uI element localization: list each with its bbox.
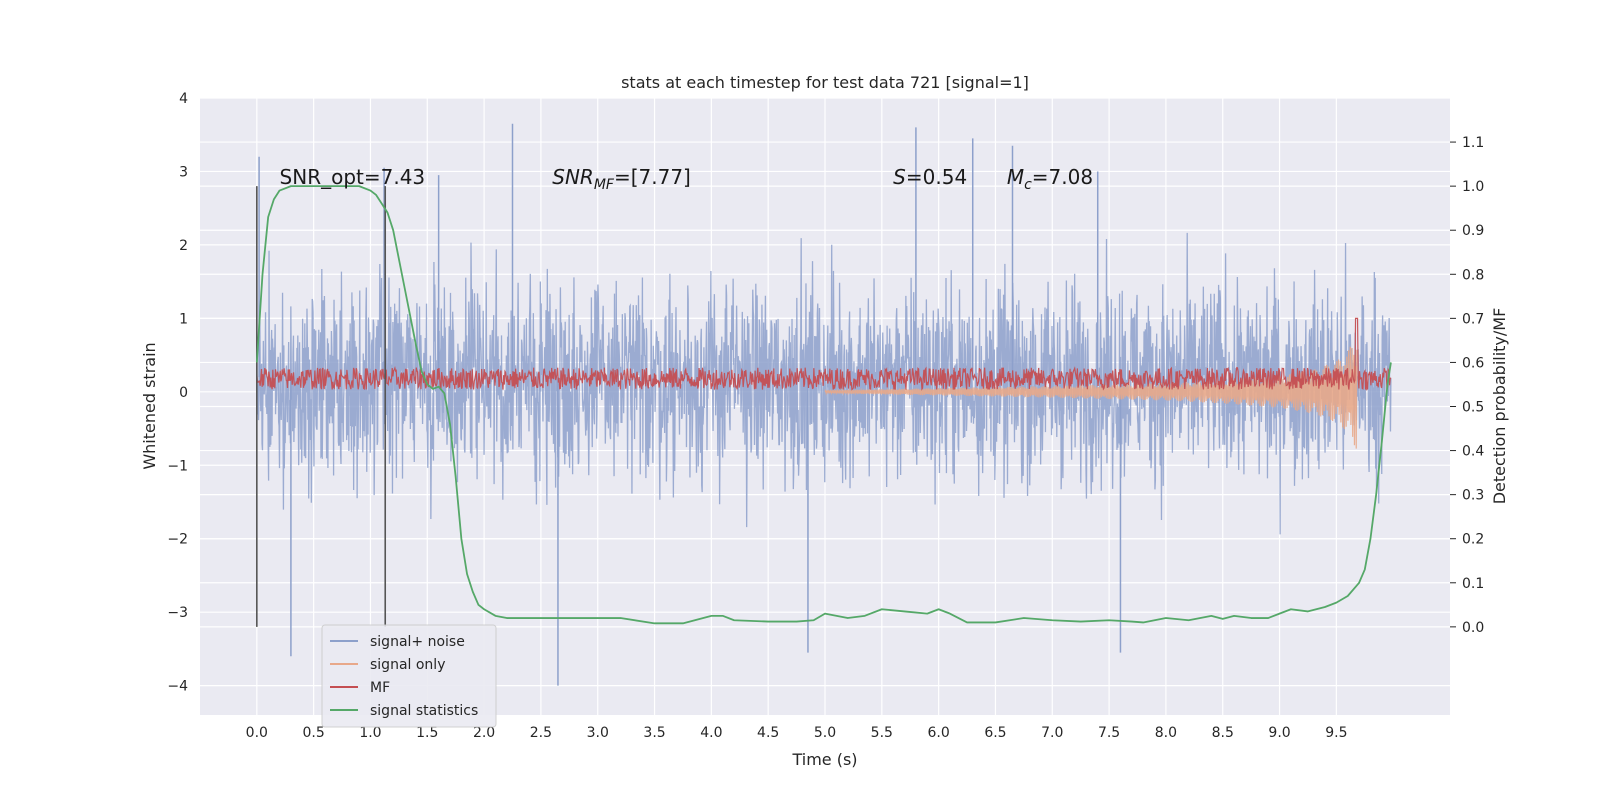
y-left-tick-label: 3 [179,164,188,180]
x-tick-label: 5.0 [814,725,836,741]
x-tick-label: 4.5 [757,725,779,741]
series-signal-noise [256,232,1392,535]
chart-title: stats at each timestep for test data 721… [621,73,1029,92]
annotation-snr-mf: SNRMF=[7.77] [552,165,691,193]
x-tick-label: 2.0 [473,725,495,741]
legend-entry: signal+ noise [370,634,465,650]
x-tick-label: 3.5 [643,725,665,741]
y-left-tick-label: 2 [179,238,188,254]
annotation-snr-opt: SNR_opt=7.43 [280,165,426,189]
y-right-tick-label: 0.9 [1462,223,1484,239]
y-axis-label-left: Whitened strain [140,342,159,469]
x-tick-label: 8.0 [1155,725,1177,741]
annotation-layer: SNR_opt=7.43 SNRMF=[7.77] S=0.54 Mc=7.08 [280,165,1094,193]
legend-entry: signal only [370,657,445,673]
y-left-tick-label: −2 [167,532,188,548]
legend: signal+ noise signal only MF signal statist… [321,624,497,728]
x-tick-label: 7.0 [1041,725,1063,741]
y-right-tick-label: 0.6 [1462,355,1484,371]
y-right-tick-label: 1.1 [1462,135,1484,151]
y-right-tick-label: 0.2 [1462,532,1484,548]
series-layer [255,123,1392,686]
x-tick-label: 0.5 [303,725,325,741]
x-tick-label: 5.5 [871,725,893,741]
x-axis-label: Time (s) [791,750,857,769]
y-left-tick-label: 1 [179,311,188,327]
x-tick-label: 9.0 [1268,725,1290,741]
x-tick-label: 6.0 [928,725,950,741]
x-tick-label: 4.0 [700,725,722,741]
y-left-tick-label: 0 [179,385,188,401]
y-right-tick-label: 0.7 [1462,311,1484,327]
x-tick-label: 6.5 [984,725,1006,741]
legend-entry: signal statistics [370,703,478,719]
x-tick-label: 3.0 [587,725,609,741]
series-signal-only [824,346,1358,449]
y-right-tick-label: 0.0 [1462,620,1484,636]
x-tick-label: 9.5 [1325,725,1347,741]
x-tick-label: 7.5 [1098,725,1120,741]
legend-box [321,624,497,728]
x-tick-label: 2.5 [530,725,552,741]
annotation-s: S=0.54 [893,165,967,189]
series-signal-statistics [255,185,1392,625]
y-left-tick-label: −3 [167,605,188,621]
x-tick-label: 1.0 [359,725,381,741]
annotation-mc: Mc=7.08 [1007,165,1093,193]
y-left-tick-label: −4 [167,679,188,695]
ticks-layer: 0.0 0.5 1.0 1.5 2.0 2.5 3.0 3.5 4.0 4.5 5.0 5.5 6.0 6… [167,91,1484,741]
y-right-tick-label: 0.8 [1462,267,1484,283]
x-tick-label: 8.5 [1212,725,1234,741]
y-axis-label-right: Detection probability/MF [1490,308,1509,505]
y-right-tick-label: 0.3 [1462,488,1484,504]
y-right-tick-label: 0.4 [1462,444,1484,460]
y-right-tick-label: 1.0 [1462,179,1484,195]
x-tick-label: 1.5 [416,725,438,741]
y-left-tick-label: −1 [167,458,188,474]
x-tick-label: 0.0 [246,725,268,741]
y-left-tick-label: 4 [179,91,188,107]
y-right-tick-label: 0.1 [1462,576,1484,592]
series-mf [256,317,1392,391]
y-right-tick-label: 0.5 [1462,400,1484,416]
legend-entry: MF [370,680,390,696]
